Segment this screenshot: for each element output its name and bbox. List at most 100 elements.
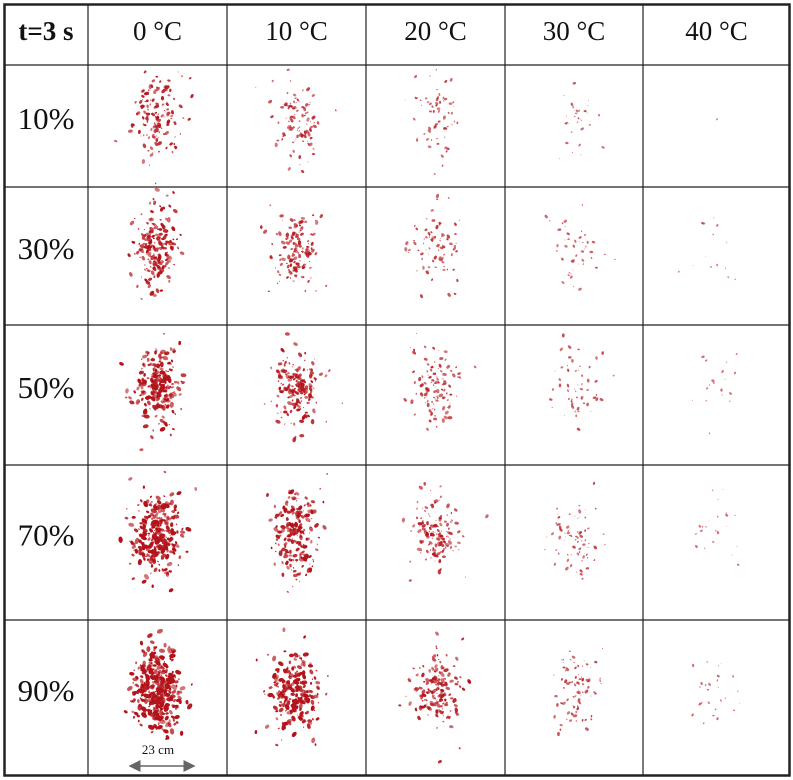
particle (576, 121, 579, 123)
particle (144, 537, 148, 541)
particle (575, 109, 579, 113)
particle (161, 89, 166, 94)
particle (156, 250, 159, 252)
particle (445, 147, 450, 151)
particle (155, 127, 159, 133)
particle (430, 549, 432, 551)
particle (404, 247, 408, 252)
particle (154, 187, 160, 192)
particle (427, 270, 429, 272)
particle (134, 100, 137, 104)
particle (139, 248, 145, 254)
particle (450, 253, 453, 257)
particle (436, 529, 440, 533)
particle (185, 527, 189, 531)
particle (595, 356, 598, 360)
particle (165, 217, 168, 221)
particle (165, 709, 168, 712)
particle (179, 233, 182, 236)
particle (436, 107, 441, 110)
particle (124, 396, 128, 399)
particle (162, 355, 169, 361)
particle (309, 266, 312, 269)
particle (291, 106, 295, 110)
particle (146, 269, 151, 273)
particle (278, 254, 282, 257)
particle (567, 529, 570, 532)
particle (424, 228, 428, 232)
particle (441, 261, 445, 264)
particle (577, 384, 579, 386)
particle (431, 696, 435, 700)
particle (564, 244, 568, 248)
particle (169, 653, 176, 659)
particle (551, 406, 553, 408)
particle (283, 554, 289, 559)
particle (169, 401, 174, 408)
particle (275, 538, 278, 541)
particle (426, 399, 429, 403)
particle (294, 540, 297, 542)
particle (180, 373, 187, 378)
particle (283, 537, 287, 541)
particle (441, 406, 446, 411)
particle (290, 539, 294, 544)
particle (170, 694, 176, 698)
particle (446, 399, 449, 401)
particle (173, 508, 177, 512)
particle (182, 117, 185, 119)
particle (290, 688, 296, 693)
particle (170, 117, 173, 120)
particle (146, 221, 149, 225)
particle (276, 282, 279, 285)
particle (266, 653, 270, 656)
particle (161, 568, 165, 572)
particle (717, 515, 719, 518)
particle (310, 277, 312, 279)
particle (278, 273, 282, 276)
particle (715, 529, 717, 532)
particle (437, 349, 439, 352)
particle (327, 675, 329, 677)
particle (282, 220, 283, 222)
particle (166, 517, 172, 521)
particle (573, 661, 576, 664)
particle (572, 269, 574, 271)
particle (573, 714, 578, 718)
particle (278, 550, 283, 557)
particle (303, 220, 308, 223)
particle (173, 263, 176, 266)
particle (422, 265, 424, 267)
particle (289, 218, 294, 222)
particle (565, 566, 569, 571)
particle (428, 669, 431, 673)
particle (554, 370, 556, 372)
particle (698, 524, 701, 528)
particle (181, 381, 185, 385)
particle (556, 507, 558, 510)
particle (270, 366, 273, 370)
particle (739, 703, 741, 705)
particle (170, 528, 175, 535)
particle (303, 359, 306, 362)
particle (157, 141, 162, 146)
particle (285, 232, 290, 238)
particle (300, 658, 303, 661)
particle (296, 109, 299, 112)
particle (141, 683, 147, 687)
corner-label: t=3 s (18, 16, 73, 46)
particle (159, 206, 164, 212)
particle (292, 674, 298, 678)
particle (290, 236, 294, 240)
particle (574, 112, 578, 115)
particle (147, 258, 150, 260)
particle (579, 365, 581, 368)
particle (714, 708, 717, 711)
particle (457, 541, 461, 545)
particle (577, 674, 579, 676)
particle (131, 553, 135, 557)
particle (282, 702, 286, 708)
particle (436, 686, 440, 690)
particle (570, 102, 574, 107)
particle (154, 503, 158, 507)
